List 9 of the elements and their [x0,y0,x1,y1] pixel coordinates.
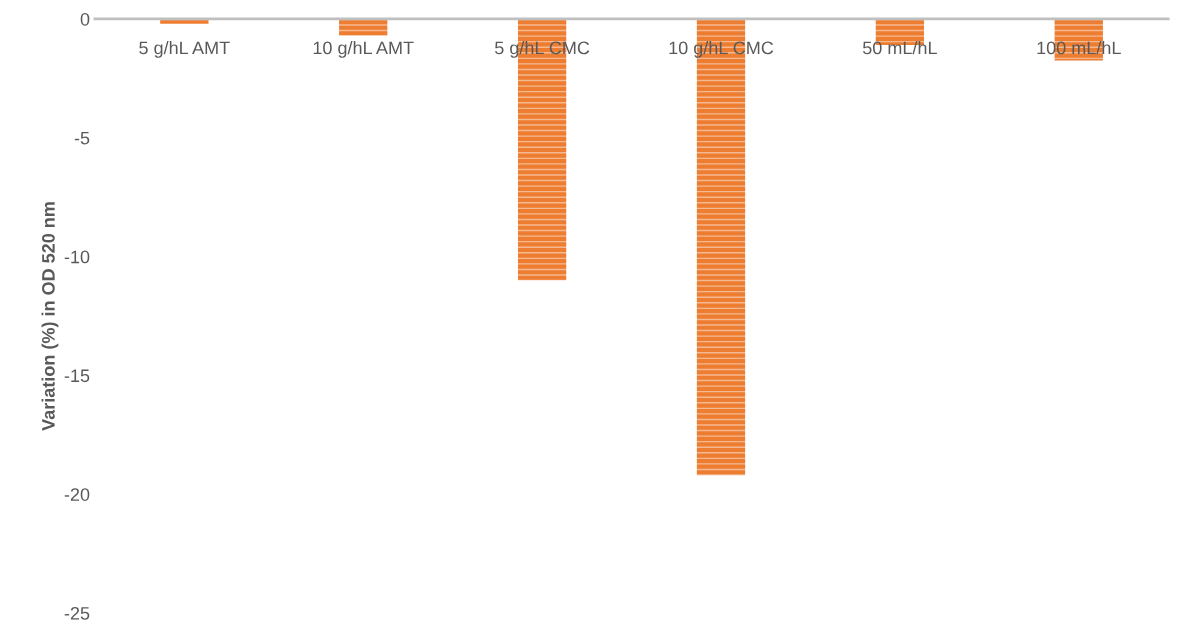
y-tick-label: -5 [74,131,90,145]
x-tick-label: 5 g/hL AMT [139,41,230,58]
y-tick-label: -20 [64,488,90,501]
y-tick-label: -25 [64,606,90,620]
x-tick-label: 10 g/hL AMT [313,41,414,58]
y-tick-label: -10 [64,250,90,264]
y-axis-title: Variation (%) in OD 520 nm [41,202,59,431]
y-tick-label: 0 [80,12,90,26]
y-tick-label: -15 [64,369,90,383]
